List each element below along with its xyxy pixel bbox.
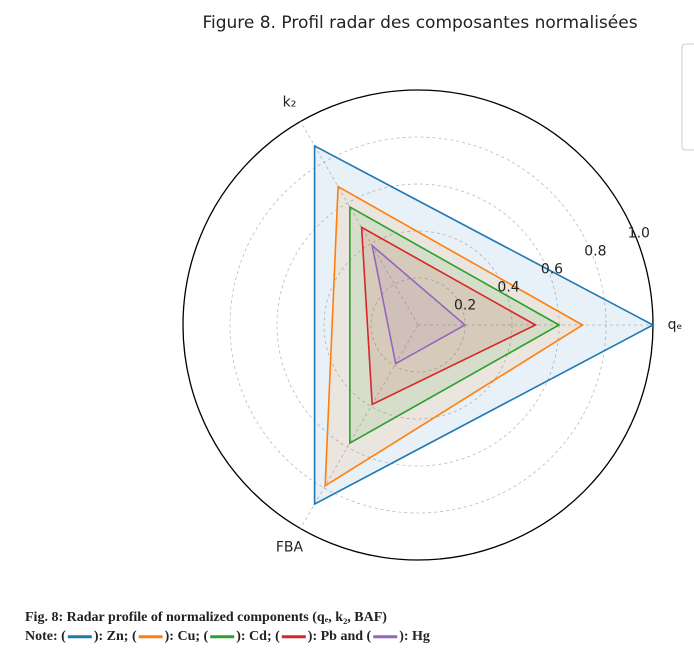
note-text: (	[128, 629, 137, 644]
note-text: (	[272, 629, 281, 644]
note-text: Pb	[321, 629, 338, 644]
note-text: ;	[124, 629, 129, 644]
note-text: ):	[165, 629, 178, 644]
r-tick-label: 0.8	[584, 244, 606, 260]
note-text: Zn	[107, 629, 124, 644]
series-area	[370, 243, 467, 365]
series-area	[360, 225, 538, 406]
note-text: ;	[267, 629, 272, 644]
axis-label: FBA	[276, 540, 304, 556]
note-text: ):	[399, 629, 412, 644]
note-text: (	[58, 629, 67, 644]
series-area	[349, 205, 561, 445]
note-text: ;	[195, 629, 200, 644]
note-text: Hg	[412, 629, 430, 644]
r-tick-label: 0.6	[541, 262, 563, 278]
note-text: and	[340, 629, 363, 644]
r-tick-label: 1.0	[628, 226, 650, 242]
note-text: ):	[94, 629, 107, 644]
note-text: ):	[236, 629, 249, 644]
axis-label: k₂	[283, 94, 297, 110]
chart-title: Figure 8. Profil radar des composantes n…	[202, 13, 637, 33]
grid-circle	[323, 230, 513, 420]
caption-note: Note: ( ): Zn; ( ): Cu; ( ): Cd; ( ): Pb…	[25, 629, 430, 644]
axis-label: qₑ	[668, 317, 683, 333]
note-text: (	[363, 629, 372, 644]
caption-title: Fig. 8: Radar profile of normalized comp…	[25, 610, 387, 625]
r-tick-label: 0.4	[497, 279, 519, 295]
note-text: Cu	[177, 629, 195, 644]
note-text: Note:	[25, 629, 58, 644]
note-text: (	[200, 629, 209, 644]
note-text: ):	[308, 629, 321, 644]
r-tick-label: 0.2	[454, 297, 476, 313]
legend-box	[681, 43, 694, 151]
note-text: Cd	[249, 629, 267, 644]
